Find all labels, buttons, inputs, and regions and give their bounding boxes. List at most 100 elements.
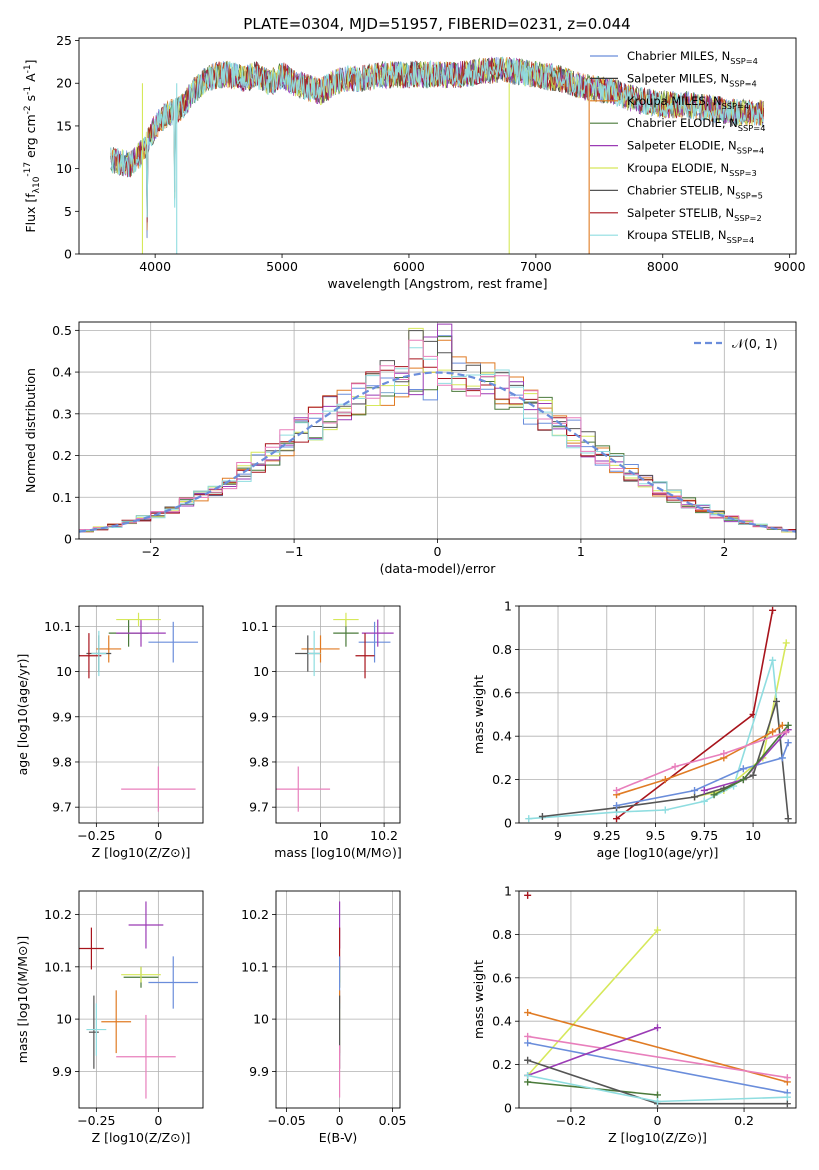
weight-marker bbox=[691, 786, 699, 794]
y-tick-label: 0 bbox=[504, 1101, 512, 1116]
y-axis-label: age [log10(age/yr)] bbox=[15, 654, 30, 776]
legend-label: Kroupa ELODIE, NSSP=3​ bbox=[627, 161, 757, 178]
x-tick-label: −0.25 bbox=[77, 828, 115, 843]
x-tick-label: 0 bbox=[336, 1113, 344, 1128]
plot-area: 4000 5000 6000 7000 8000 90000510152025wavele… bbox=[15, 33, 806, 1145]
x-tick-label: 9 bbox=[554, 828, 562, 843]
y-tick-label: 0 bbox=[64, 532, 72, 547]
legend-label: Salpeter ELODIE, NSSP=4​ bbox=[627, 139, 764, 156]
axes-age_vs_Z: −0.25 0 9.7 9.8 9.9 10 10.1 Z [log10(Z/Z⊙)] age … bbox=[15, 605, 204, 860]
y-tick-label: 1 bbox=[504, 884, 512, 899]
x-tick-label: 0 bbox=[154, 1113, 162, 1128]
y-tick-label: 5 bbox=[64, 204, 72, 219]
weight-marker bbox=[525, 815, 533, 823]
axes-age_vs_mass: 10 10.2 9.7 9.8 9.9 10 10.1 mass [log10(M/M⊙)] bbox=[241, 605, 402, 860]
x-tick-label: 0 bbox=[654, 1113, 662, 1128]
y-tick-label: 10 bbox=[56, 161, 72, 176]
x-tick-label: −0.05 bbox=[267, 1113, 305, 1128]
x-tick-label: 9.75 bbox=[690, 828, 718, 843]
y-tick-label: 9.9 bbox=[52, 1064, 72, 1079]
weight-marker bbox=[691, 793, 699, 801]
weight-line bbox=[527, 1042, 788, 1094]
x-tick-label: 0.2 bbox=[734, 1113, 754, 1128]
x-axis-label: E(B-V) bbox=[319, 1130, 358, 1145]
weight-line bbox=[527, 929, 659, 1077]
weight-marker bbox=[739, 776, 747, 784]
weight-marker bbox=[769, 606, 777, 614]
y-tick-label: 0.8 bbox=[492, 927, 512, 942]
y-tick-label: 10.1 bbox=[44, 619, 72, 634]
legend-label: 𝒩(0, 1) bbox=[732, 336, 778, 351]
x-tick-label: 10 bbox=[313, 828, 329, 843]
legend-label: Kroupa MILES, NSSP=4​ bbox=[627, 94, 749, 111]
weight-marker bbox=[782, 639, 790, 647]
weight-marker bbox=[654, 1024, 661, 1032]
weight-marker bbox=[772, 697, 780, 705]
y-tick-label: 0.3 bbox=[52, 406, 72, 421]
axes-residuals: −2 −1 0 1 2 0 0.1 0.2 0.3 0.4 0.5 (data-model)/erro… bbox=[23, 321, 797, 576]
y-tick-label: 10.2 bbox=[241, 907, 269, 922]
spectrum-line bbox=[110, 56, 765, 218]
axes-frame bbox=[275, 605, 401, 824]
x-tick-label: −1 bbox=[285, 544, 303, 559]
weight-line bbox=[616, 731, 787, 792]
plot-layer-spectrum bbox=[110, 56, 765, 254]
y-axis-label: mass weight bbox=[471, 960, 486, 1039]
y-tick-label: 10.1 bbox=[241, 959, 269, 974]
axes-frame bbox=[275, 890, 401, 1109]
x-tick-label: 0.05 bbox=[379, 1113, 407, 1128]
y-tick-label: 10 bbox=[253, 664, 269, 679]
x-tick-label: 9.25 bbox=[593, 828, 621, 843]
x-tick-label: −2 bbox=[141, 544, 159, 559]
x-tick-label: 7000 bbox=[520, 259, 552, 274]
weight-marker bbox=[778, 721, 786, 729]
x-tick-label: 2 bbox=[720, 544, 728, 559]
y-tick-label: 9.8 bbox=[52, 754, 72, 769]
weight-marker bbox=[783, 1100, 791, 1108]
y-tick-label: 0.4 bbox=[52, 365, 72, 380]
x-tick-label: 0 bbox=[434, 544, 442, 559]
legend: Chabrier MILES, NSSP=4​ Salpeter MILES, N… bbox=[590, 49, 765, 245]
y-tick-label: 9.8 bbox=[249, 754, 269, 769]
weight-marker bbox=[710, 791, 718, 799]
y-tick-label: 1 bbox=[504, 599, 512, 614]
y-axis-label: mass [log10(M/M⊙)] bbox=[15, 936, 30, 1064]
weight-marker bbox=[654, 926, 661, 934]
legend-label: Salpeter MILES, NSSP=4​ bbox=[627, 71, 757, 88]
y-tick-label: 10.2 bbox=[44, 907, 72, 922]
y-tick-label: 9.9 bbox=[52, 709, 72, 724]
weight-marker bbox=[720, 750, 728, 758]
weight-line bbox=[527, 1035, 788, 1079]
plot-layer-residuals bbox=[79, 323, 796, 534]
weight-marker bbox=[524, 1032, 532, 1040]
x-axis-label: (data-model)/error bbox=[380, 561, 497, 576]
y-tick-label: 0 bbox=[64, 247, 72, 262]
axes-mass_weight_vs_Z: −0.2 0 0.2 0 0.2 0.4 0.6 0.8 1 Z [log10(Z/Z⊙)] mas… bbox=[471, 884, 797, 1145]
y-tick-label: 15 bbox=[56, 118, 72, 133]
weight-line bbox=[527, 1026, 658, 1077]
x-axis-label: wavelength [Angstrom, rest frame] bbox=[327, 276, 547, 291]
axes-frame bbox=[78, 890, 204, 1109]
x-tick-label: 8000 bbox=[647, 259, 679, 274]
legend-label: Kroupa STELIB, NSSP=4​ bbox=[627, 228, 754, 245]
y-tick-label: 0 bbox=[504, 816, 512, 831]
axes-mass_vs_Z: −0.25 0 9.9 10 10.1 10.2 Z [log10(Z/Z⊙)] mass [… bbox=[15, 890, 204, 1145]
weight-marker bbox=[783, 1074, 791, 1082]
weight-marker bbox=[700, 797, 708, 805]
legend-label: Chabrier MILES, NSSP=4​ bbox=[627, 49, 758, 66]
y-tick-label: 10 bbox=[56, 664, 72, 679]
x-tick-label: −0.25 bbox=[77, 1113, 115, 1128]
y-tick-label: 0.5 bbox=[52, 323, 72, 338]
weight-line bbox=[694, 642, 787, 798]
y-tick-label: 9.9 bbox=[249, 709, 269, 724]
y-tick-label: 0.2 bbox=[492, 1057, 512, 1072]
weight-marker bbox=[769, 728, 777, 736]
weight-marker bbox=[778, 754, 786, 762]
weight-marker bbox=[524, 891, 532, 899]
x-tick-label: 1 bbox=[577, 544, 585, 559]
x-tick-label: 6000 bbox=[393, 259, 425, 274]
legend-label: Salpeter STELIB, NSSP=2​ bbox=[627, 206, 762, 223]
axes-mass_vs_EBV: −0.05 0 0.05 9.9 10 10.1 10.2 E(B-V) bbox=[241, 890, 407, 1145]
weight-marker bbox=[671, 763, 679, 771]
x-axis-label: mass [log10(M/M⊙)] bbox=[274, 845, 402, 860]
